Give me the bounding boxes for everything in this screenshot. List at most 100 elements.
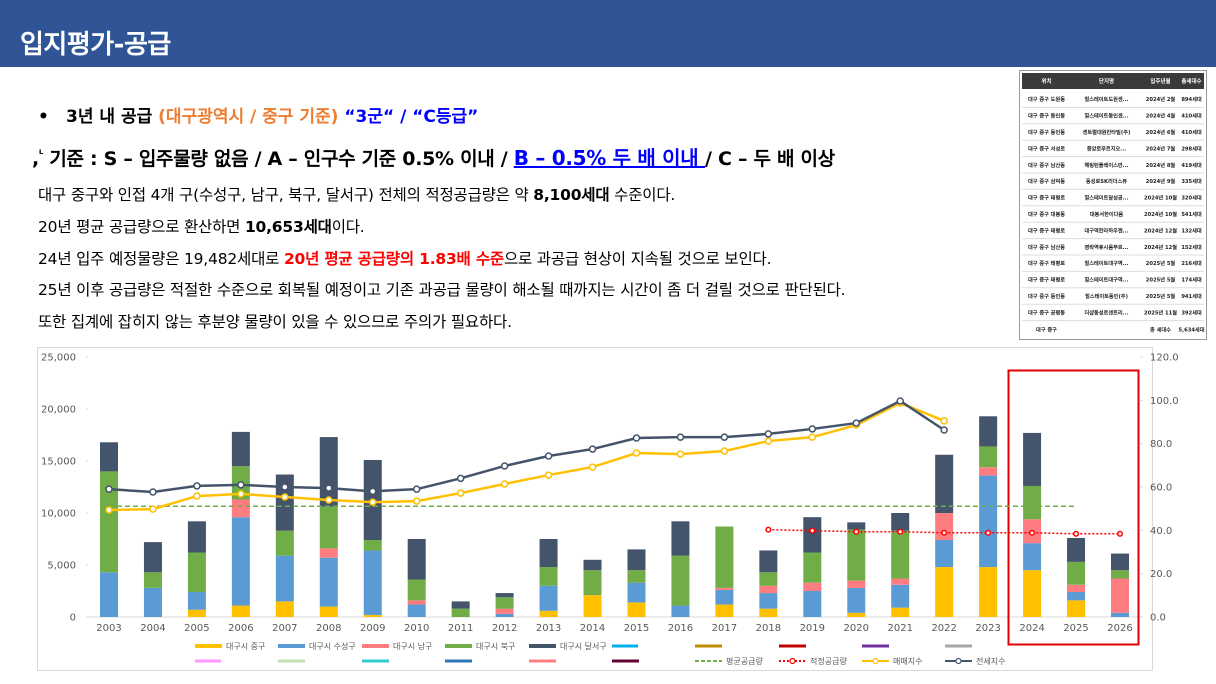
bar-segment [935,567,954,617]
legend-label: 대구시 남구 [393,642,432,651]
line-marker [808,425,817,433]
table-cell: 대구 중구 동인동 [1028,112,1065,120]
highlight-box [1007,369,1140,646]
x-tick-label: 2009 [360,623,385,634]
bar-segment [979,467,998,476]
bar-segment [935,454,954,513]
table-cell: 2024년 7월 [1146,144,1176,152]
criteria-link[interactable]: B – 0.5% 두 배 이내 [513,146,706,170]
table-cell: 대구 중구 태평로 [1028,226,1065,234]
line-marker [764,430,773,438]
table-cell: 2024년 6월 [1146,128,1176,136]
line-marker [896,399,904,407]
line-marker [237,490,245,498]
bar-segment [407,539,426,580]
bar-segment [979,446,998,468]
line-series [108,401,945,512]
line-marker [940,417,948,425]
table-cell: 2024년 10월 [1144,194,1177,202]
bar-segment [847,587,866,613]
line-marker [940,426,948,434]
table-header: 위치 [1041,77,1051,85]
table-cell: 2024년 10월 [1144,210,1177,218]
table-header-bg [1022,73,1204,89]
table-cell: 대구 중구 동인동 [1028,292,1065,300]
bar-segment [539,610,558,617]
table-total: 총 세대수 [1150,326,1171,334]
bar-segment [671,555,690,606]
bar-segment [1067,561,1086,585]
bar-segment [979,567,998,617]
table-cell: 2024년 4월 [1146,112,1176,120]
table-cell: 2025년 5월 [1146,259,1176,267]
table-cell: 힐스테이트동인센... [1084,112,1128,120]
bar-segment [803,552,822,583]
bar-segment [100,471,118,573]
bar-segment [627,549,646,571]
bullet-dot: • [38,107,49,127]
table-cell: 2024년 12월 [1144,243,1177,251]
bar-segment [759,550,778,573]
line-series [768,528,1120,535]
bar-segment [319,557,338,607]
bar-segment [495,608,514,614]
bar-segment [451,601,470,609]
body-line: 또한 집계에 잡히지 않는 후분양 물량이 있을 수 있으므로 주의가 필요하다… [38,307,845,339]
line-marker [588,463,597,471]
table-cell: 174세대 [1181,276,1202,284]
x-tick-label: 2024 [1019,623,1044,634]
bar-segment [100,572,118,617]
line-marker [852,419,861,427]
table-cell: 320세대 [1181,194,1202,202]
legend-marker [872,657,879,665]
bar-segment [847,529,866,581]
line-marker [632,434,641,442]
bar-segment [583,595,602,617]
table-cell: 2025년 5월 [1146,292,1176,300]
bar-segment [1023,432,1042,486]
table-cell: 힐스테이트대구역... [1084,259,1128,267]
bar-segment [275,601,294,617]
bar-segment [715,587,734,590]
body-text: 10,653세대 [244,217,332,236]
bar-segment [627,570,646,583]
bar-segment [319,437,338,507]
body-text: 수준이다. [609,186,676,204]
table-header: 단지명 [1099,77,1114,85]
body-line: 20년 평균 공급량으로 환산하면 10,653세대이다. [38,212,845,244]
line-marker [1072,530,1080,537]
table-total: 대구 중구 [1036,326,1057,334]
body-text: 25년 이후 공급량은 적절한 수준으로 회복될 예정이고 기존 과공급 물량이… [38,281,846,300]
x-tick-label: 2013 [536,623,561,634]
bullet-grade: “3군“ / “C등급” [338,107,479,127]
criteria-line: ,ᴸ 기준 : S – 입주물량 없음 / A – 인구수 기준 0.5% 이내… [32,142,835,171]
x-tick-label: 2023 [975,623,1000,634]
line-marker [281,493,289,501]
x-tick-label: 2026 [1107,623,1132,634]
bar-segment [1067,537,1086,562]
x-tick-label: 2006 [228,623,253,634]
legend-label: 전세지수 [976,656,1005,666]
bar-segment [627,602,646,617]
y2-tick-label: 0.0 [1150,613,1166,624]
bar-segment [187,521,206,553]
y2-tick-label: 100.0 [1150,396,1179,407]
legend-unlabeled [195,644,972,663]
x-tick-label: 2018 [756,623,781,634]
body-text: 20년 평균 공급량의 1.83배 수준 [283,249,504,268]
line-marker [193,482,201,490]
bar-segment [231,605,250,617]
table-cell: 대구 중구 남산동 [1028,243,1065,251]
table-cell: 대구역한라하우젠... [1084,226,1128,234]
bar-segment [231,517,250,606]
table-cell: 2024년 2월 [1146,95,1176,103]
line-marker [412,485,421,493]
line-marker [941,529,948,536]
line-marker [853,528,860,535]
header-bar: 입지평가-공급 [0,0,1216,67]
body-line: 24년 입주 예정물량은 19,482세대로 20년 평균 공급량의 1.83배… [38,244,845,276]
body-text: 8,100세대 [533,186,610,204]
body-text: 또한 집계에 잡히지 않는 후분양 물량이 있을 수 있으므로 주의가 필요하다… [38,313,512,332]
table-cell: 해링턴플레이스반... [1084,161,1128,169]
table-border [1019,70,1207,340]
